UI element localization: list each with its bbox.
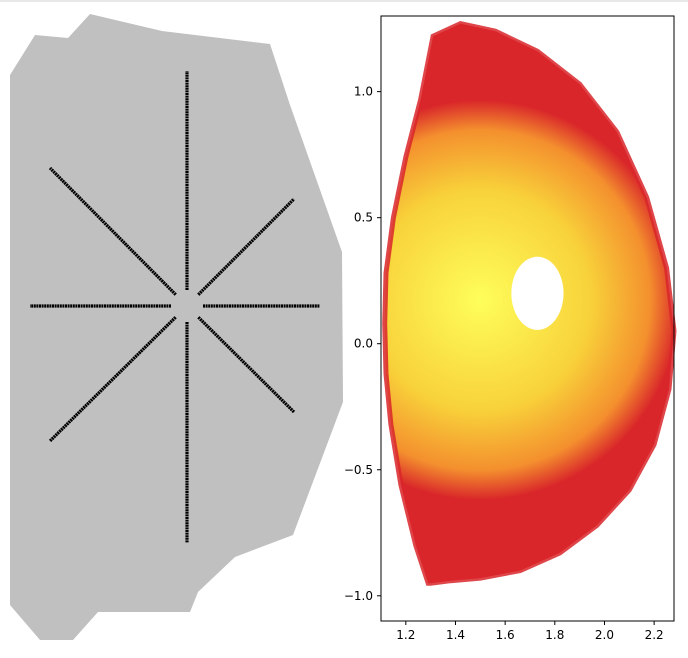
y-tick-label: 0.5 <box>354 211 373 225</box>
x-tick-label: 1.4 <box>446 628 465 642</box>
y-tick-label: −1.0 <box>344 589 373 603</box>
emission-edge <box>382 20 677 586</box>
sightline-ray <box>48 166 177 296</box>
y-tick-label: 0.0 <box>354 337 373 351</box>
geometry-panel <box>10 14 343 640</box>
x-tick-label: 2.2 <box>645 628 664 642</box>
sightline-ray <box>197 316 296 414</box>
x-tick-label: 1.2 <box>396 628 415 642</box>
sightline-fan <box>30 71 320 543</box>
x-tick-label: 1.8 <box>545 628 564 642</box>
axes-frame <box>380 15 675 622</box>
sightline-ray <box>48 316 177 443</box>
x-tick-label: 1.6 <box>496 628 515 642</box>
vessel-wall <box>10 14 343 640</box>
y-axis: −1.0 −0.5 0.0 0.5 1.0 <box>344 85 381 603</box>
x-axis: 1.2 1.4 1.6 1.8 2.0 2.2 <box>396 621 664 642</box>
y-tick-label: −0.5 <box>344 463 373 477</box>
heatmap-panel: 1.2 1.4 1.6 1.8 2.0 2.2 −1.0 −0.5 0.0 0.5 1.0 <box>344 15 677 642</box>
x-tick-label: 2.0 <box>595 628 614 642</box>
window-top-border <box>0 0 688 2</box>
central-hole <box>511 256 564 330</box>
y-tick-label: 1.0 <box>354 85 373 99</box>
sightline-ray <box>197 197 296 296</box>
